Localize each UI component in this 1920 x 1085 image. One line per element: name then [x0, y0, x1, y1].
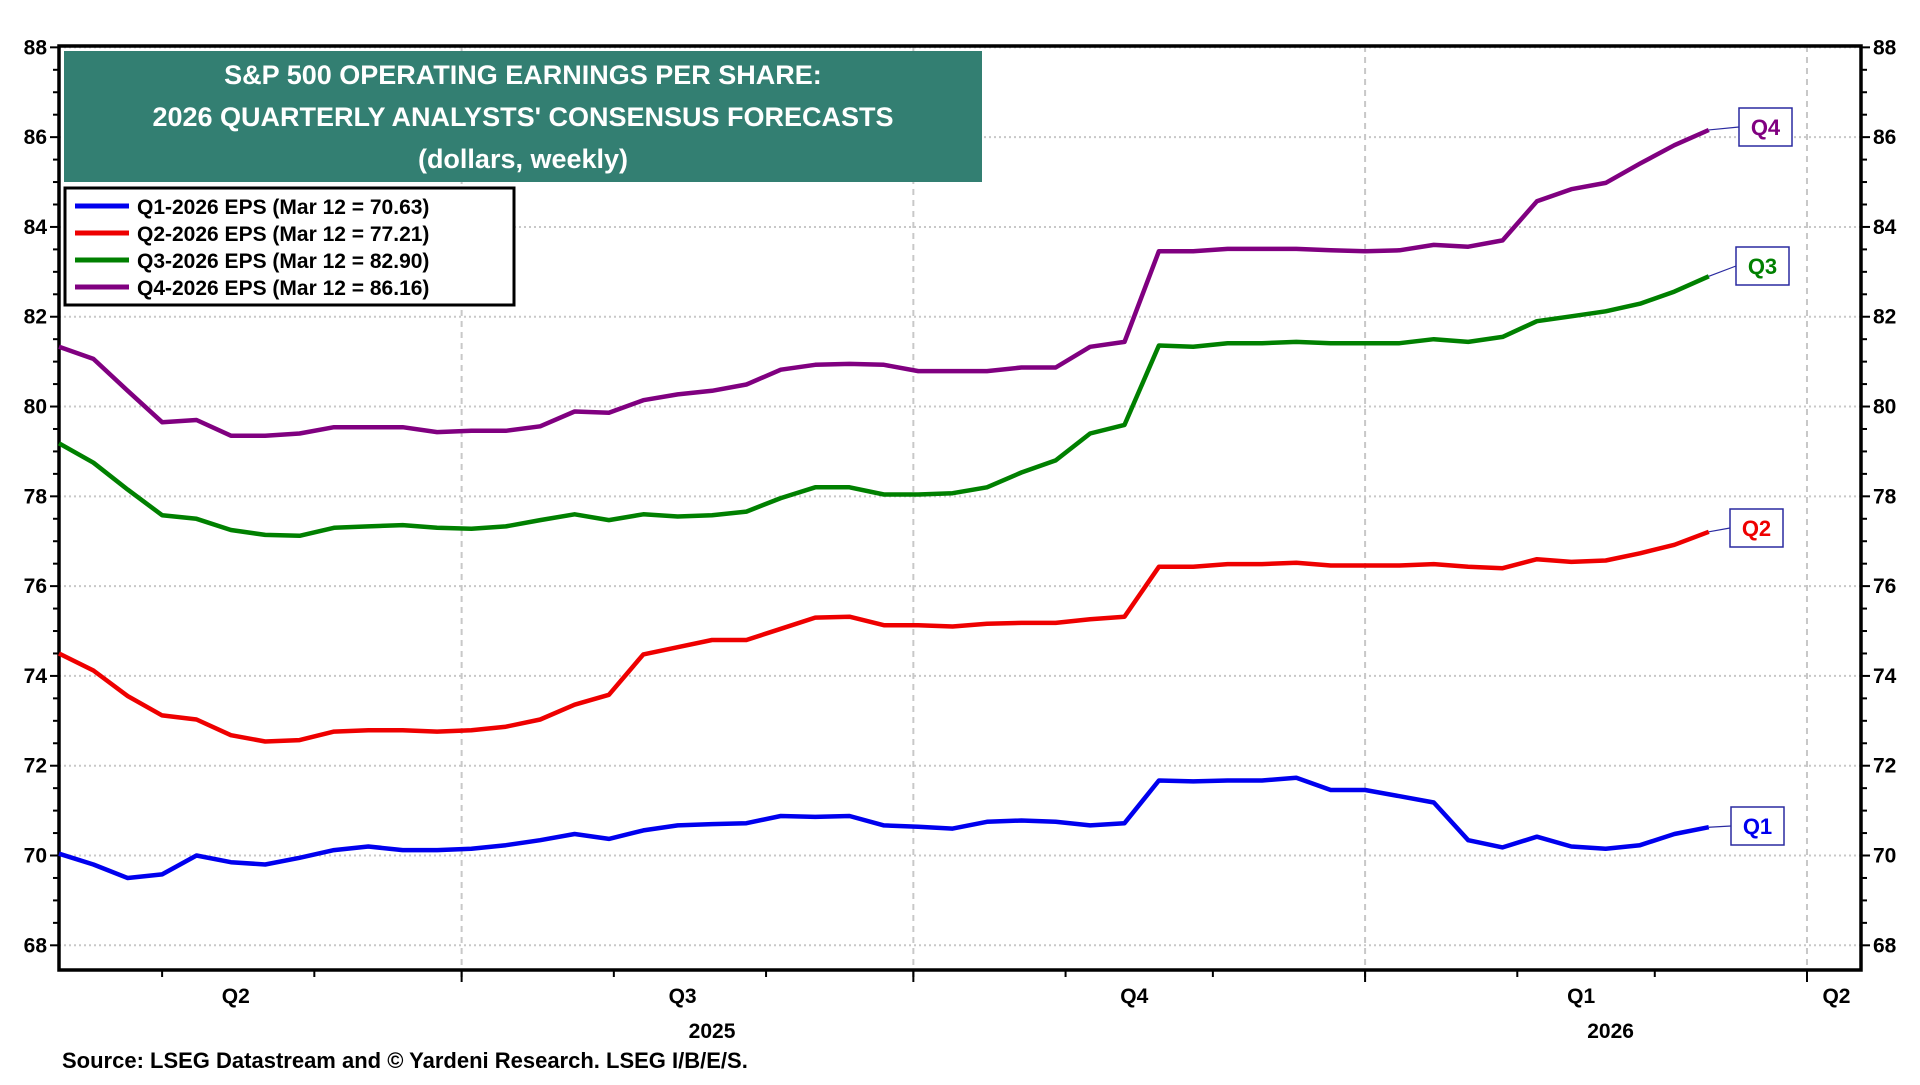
- y-tick-label-left: 74: [24, 665, 48, 688]
- tag-leader-line: [1708, 825, 1732, 828]
- series-line-q1: [58, 775, 1710, 881]
- tag-label-q4: Q4: [1751, 115, 1781, 140]
- series-lines: [57, 127, 1710, 881]
- tag-label-q3: Q3: [1748, 254, 1777, 279]
- x-quarter-label: Q2: [1822, 985, 1850, 1008]
- title-box: S&P 500 OPERATING EARNINGS PER SHARE: 20…: [64, 51, 982, 182]
- x-year-label: 2025: [689, 1020, 736, 1043]
- chart-subtitle: 2026 QUARTERLY ANALYSTS' CONSENSUS FOREC…: [152, 102, 893, 132]
- axes: 68 68 70 70 72 72 74 74 76 76 78 78 80 80 82 82 84 84 86 86…: [24, 36, 1897, 1043]
- y-tick-label-left: 78: [24, 485, 48, 508]
- series-line-q3: [57, 274, 1710, 539]
- y-tick-label-left: 76: [24, 575, 47, 598]
- chart-units-note: (dollars, weekly): [418, 144, 628, 174]
- y-tick-label-right: 70: [1873, 845, 1896, 868]
- x-quarter-label: Q1: [1567, 985, 1595, 1008]
- y-tick-label-right: 72: [1873, 755, 1896, 778]
- tag-box-q3: [1735, 246, 1790, 286]
- y-tick-label-left: 80: [24, 396, 47, 419]
- legend-label-q4: Q4-2026 EPS (Mar 12 = 86.16): [137, 277, 429, 300]
- y-tick-label-left: 88: [24, 36, 48, 59]
- y-tick-label-right: 86: [1873, 126, 1896, 149]
- legend: Q1-2026 EPS (Mar 12 = 70.63) Q2-2026 EPS …: [63, 186, 516, 307]
- y-tick-label-right: 68: [1873, 934, 1897, 957]
- x-quarter-label: Q4: [1120, 985, 1148, 1008]
- plot-frame: [57, 44, 1863, 972]
- tag-label-q1: Q1: [1743, 814, 1772, 839]
- y-tick-label-left: 68: [24, 934, 48, 957]
- tag-box-q2: [1729, 508, 1784, 548]
- legend-label-q1: Q1-2026 EPS (Mar 12 = 70.63): [137, 196, 429, 219]
- y-tick-label-left: 86: [24, 126, 47, 149]
- y-tick-label-right: 82: [1873, 306, 1896, 329]
- legend-box: [63, 186, 516, 307]
- legend-label-q2: Q2-2026 EPS (Mar 12 = 77.21): [137, 223, 429, 246]
- x-quarter-label: Q3: [669, 985, 697, 1008]
- tag-label-q2: Q2: [1742, 516, 1771, 541]
- y-tick-label-left: 70: [24, 845, 47, 868]
- tag-leader-line: [1708, 126, 1740, 131]
- tag-box-q4: [1738, 107, 1793, 147]
- tag-leader-line: [1708, 527, 1731, 533]
- y-tick-label-right: 78: [1873, 485, 1897, 508]
- tag-leader-line: [1708, 265, 1737, 277]
- series-line-q4: [58, 127, 1710, 438]
- tag-box-q1: [1730, 806, 1785, 846]
- y-tick-label-right: 74: [1873, 665, 1897, 688]
- x-quarter-label: Q2: [222, 985, 250, 1008]
- y-tick-label-right: 80: [1873, 396, 1896, 419]
- y-tick-label-right: 84: [1873, 216, 1897, 239]
- series-tags: Q1 Q2 Q3 Q4: [1708, 107, 1793, 846]
- y-tick-label-left: 84: [24, 216, 48, 239]
- x-year-label: 2026: [1587, 1020, 1634, 1043]
- series-line-q2: [58, 529, 1710, 744]
- y-tick-label-right: 76: [1873, 575, 1896, 598]
- y-tick-label-left: 82: [24, 306, 47, 329]
- chart-title: S&P 500 OPERATING EARNINGS PER SHARE:: [224, 60, 822, 90]
- source-note: Source: LSEG Datastream and © Yardeni Re…: [62, 1048, 748, 1073]
- legend-label-q3: Q3-2026 EPS (Mar 12 = 82.90): [137, 250, 429, 273]
- y-tick-label-left: 72: [24, 755, 47, 778]
- title-background: [64, 51, 982, 182]
- y-tick-label-right: 88: [1873, 36, 1897, 59]
